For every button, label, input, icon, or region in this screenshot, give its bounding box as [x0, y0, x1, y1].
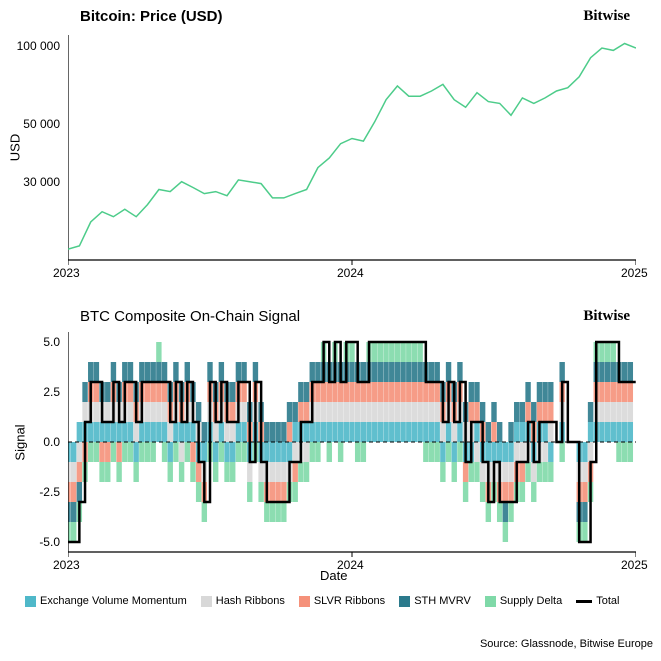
- legend: Exchange Volume Momentum Hash Ribbons SLVR…: [25, 595, 655, 607]
- bottom-ytick: -5.0: [39, 535, 60, 549]
- legend-line-icon: [576, 600, 592, 603]
- legend-item: Supply Delta: [485, 595, 562, 607]
- legend-swatch: [25, 596, 36, 607]
- legend-label: STH MVRV: [414, 595, 471, 607]
- legend-swatch: [485, 596, 496, 607]
- bottom-ytick: 2.5: [43, 385, 60, 399]
- legend-label: Exchange Volume Momentum: [40, 595, 187, 607]
- top-ylabel: USD: [8, 128, 23, 168]
- legend-item-total: Total: [576, 595, 619, 607]
- top-chart-header: Bitcoin: Price (USD) Bitwise: [80, 8, 630, 25]
- brand-bottom: Bitwise: [583, 308, 630, 325]
- top-ytick: 100 000: [17, 39, 60, 53]
- legend-swatch: [399, 596, 410, 607]
- bottom-xtick: 2025: [621, 558, 648, 572]
- legend-label: Hash Ribbons: [216, 595, 285, 607]
- legend-label: Supply Delta: [500, 595, 562, 607]
- legend-label: SLVR Ribbons: [314, 595, 385, 607]
- top-chart-title: Bitcoin: Price (USD): [80, 8, 223, 25]
- legend-item: STH MVRV: [399, 595, 471, 607]
- top-xtick: 2024: [337, 266, 364, 280]
- brand-top: Bitwise: [583, 8, 630, 25]
- bottom-chart-svg: [68, 332, 636, 558]
- legend-label: Total: [596, 595, 619, 607]
- legend-item: Exchange Volume Momentum: [25, 595, 187, 607]
- top-xtick: 2023: [53, 266, 80, 280]
- bottom-ytick: -2.5: [39, 485, 60, 499]
- bottom-ylabel: Signal: [13, 423, 28, 463]
- bottom-xlabel: Date: [320, 568, 347, 583]
- source-text: Source: Glassnode, Bitwise Europe: [480, 638, 653, 650]
- top-xtick: 2025: [621, 266, 648, 280]
- bottom-ytick: 0.0: [43, 435, 60, 449]
- legend-item: SLVR Ribbons: [299, 595, 385, 607]
- chart-container: { "brand": "Bitwise", "source_text": "So…: [0, 0, 661, 661]
- bottom-ytick: 5.0: [43, 335, 60, 349]
- top-ytick: 30 000: [23, 175, 60, 189]
- bottom-chart-header: BTC Composite On-Chain Signal Bitwise: [80, 308, 630, 325]
- legend-swatch: [299, 596, 310, 607]
- top-chart-svg: [68, 35, 636, 266]
- legend-item: Hash Ribbons: [201, 595, 285, 607]
- bottom-xtick: 2023: [53, 558, 80, 572]
- top-ytick: 50 000: [23, 117, 60, 131]
- legend-swatch: [201, 596, 212, 607]
- bottom-chart-title: BTC Composite On-Chain Signal: [80, 308, 300, 325]
